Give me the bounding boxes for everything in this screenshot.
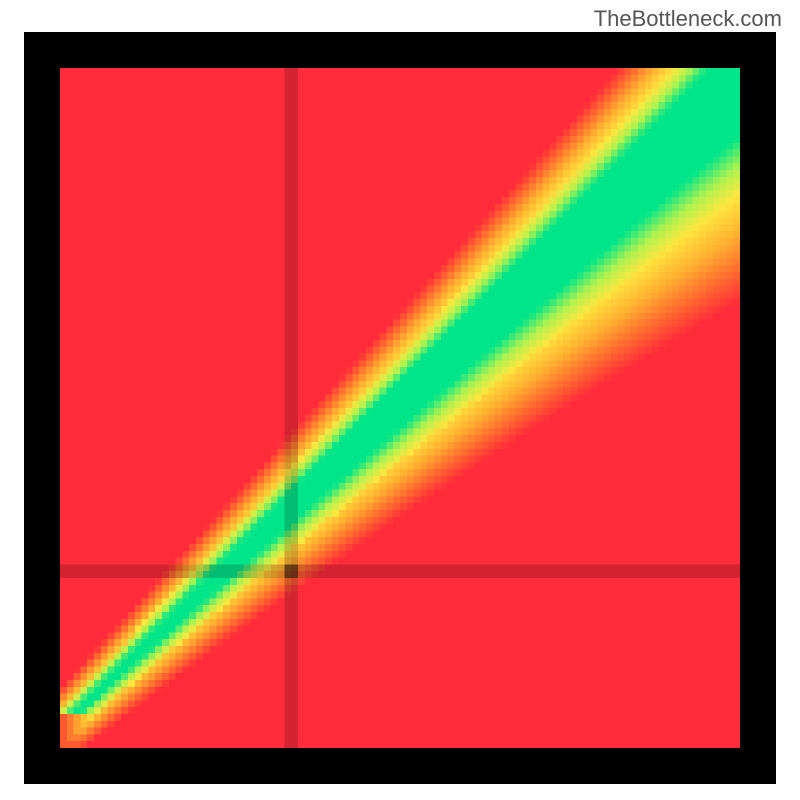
bottleneck-heatmap: [60, 68, 740, 748]
chart-container: { "watermark": { "text": "TheBottleneck.…: [0, 0, 800, 800]
watermark-text: TheBottleneck.com: [594, 6, 782, 32]
